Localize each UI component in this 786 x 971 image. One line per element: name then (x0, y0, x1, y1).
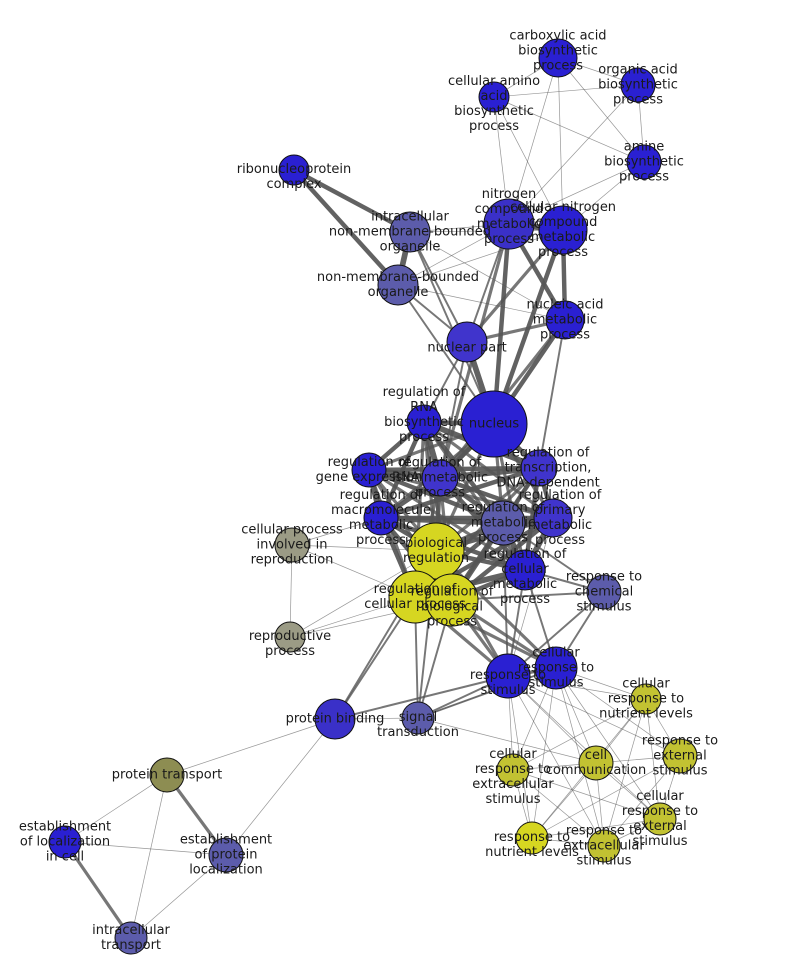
node-response-to-nutrient-levels[interactable]: response to nutrient levels (515, 821, 549, 855)
edge (555, 667, 681, 757)
node-organic-acid-biosynthetic-process[interactable]: organic acid biosynthetic process (620, 67, 656, 103)
edge (130, 854, 227, 939)
node-response-to-external-stimulus[interactable]: response to external stimulus (662, 738, 698, 774)
node-ribonucleoprotein-complex[interactable]: ribonucleoprotein complex (278, 154, 310, 186)
edge (502, 522, 509, 677)
edge (291, 167, 401, 288)
node-carboxylic-acid-biosynthetic-process[interactable]: carboxylic acid biosynthetic process (538, 38, 578, 78)
edge (493, 96, 564, 231)
edge (508, 84, 639, 225)
edge (557, 57, 645, 163)
edge (417, 667, 557, 719)
node-reproductive-process[interactable]: reproductive process (274, 621, 306, 653)
edge (409, 231, 468, 343)
node-establishment-of-protein-localization[interactable]: establishment of protein localization (208, 837, 244, 873)
node-protein-binding[interactable]: protein binding (314, 698, 356, 740)
node-regulation-of-biological-process[interactable]: regulation of biological process (425, 573, 479, 627)
node-regulation-of-cellular-metabolic-process[interactable]: regulation of cellular metabolic process (504, 549, 546, 591)
edge (538, 319, 566, 469)
edge (531, 667, 557, 839)
node-regulation-of-rna-metabolic-process[interactable]: regulation of RNA metabolic process (421, 459, 459, 497)
node-cellular-response-to-extracellular-stimulus[interactable]: cellular response to extracellular stimu… (496, 753, 530, 787)
edge (507, 675, 605, 847)
node-nitrogen-compound-metabolic-process[interactable]: nitrogen compound metabolic process (483, 198, 535, 250)
edge (334, 675, 509, 720)
edge (378, 465, 542, 521)
edge (465, 228, 565, 344)
node-nucleus[interactable]: nucleus (460, 390, 528, 458)
node-cellular-response-to-external-stimulus[interactable]: cellular response to external stimulus (643, 802, 677, 836)
node-cell-communication[interactable]: cell communication (578, 745, 614, 781)
edge (291, 167, 413, 235)
node-regulation-of-transcription-dna-dependent[interactable]: regulation of transcription, DNA-depende… (520, 449, 558, 487)
edge (64, 841, 227, 856)
node-cellular-response-to-nutrient-levels[interactable]: cellular response to nutrient levels (630, 683, 662, 715)
edge (645, 698, 661, 820)
edge (409, 231, 566, 321)
edge (507, 675, 647, 700)
edge (493, 84, 639, 98)
edge (508, 57, 559, 225)
node-regulation-of-rna-biosynthetic-process[interactable]: regulation of RNA biosynthetic process (406, 404, 442, 440)
edge (557, 57, 564, 231)
edge (507, 517, 554, 677)
edge (225, 718, 336, 856)
edge (493, 96, 645, 163)
node-regulation-of-macromolecule-metabolic-process[interactable]: regulation of macromolecule metabolic pr… (363, 500, 399, 536)
edge (63, 840, 133, 940)
edge (64, 774, 168, 843)
node-cellular-process-involved-in-reproduction[interactable]: cellular process involved in reproductio… (274, 527, 310, 563)
node-regulation-of-gene-expression[interactable]: regulation of gene expression (351, 452, 387, 488)
node-amine-biosynthetic-process[interactable]: amine biosynthetic process (626, 144, 662, 180)
node-response-to-stimulus[interactable]: response to stimulus (485, 653, 531, 699)
node-regulation-of-metabolic-process[interactable]: regulation of metabolic process (480, 500, 526, 546)
node-response-to-chemical-stimulus[interactable]: response to chemical stimulus (586, 574, 622, 610)
edge (439, 341, 468, 479)
node-intracellular-non-membrane-bounded-organelle[interactable]: intracellular non-membrane-bounded organ… (389, 211, 431, 253)
edge (397, 284, 566, 321)
node-regulation-of-primary-metabolic-process[interactable]: regulation of primary metabolic process (533, 498, 573, 538)
node-non-membrane-bounded-organelle[interactable]: non-membrane-bounded organelle (377, 264, 419, 306)
edge (555, 667, 661, 820)
node-signal-transduction[interactable]: signal transduction (401, 701, 435, 735)
node-cellular-response-to-stimulus[interactable]: cellular response to stimulus (534, 646, 578, 690)
edge (603, 698, 647, 847)
node-cellular-amino-acid-biosynthetic-process[interactable]: cellular amino acid biosynthetic process (478, 81, 510, 113)
edge (409, 231, 495, 425)
node-intracellular-transport[interactable]: intracellular transport (114, 921, 148, 955)
node-protein-transport[interactable]: protein transport (149, 757, 185, 793)
node-nuclear-part[interactable]: nuclear part (446, 321, 488, 363)
edge (512, 769, 661, 820)
edge (507, 675, 661, 820)
edge (512, 769, 605, 847)
node-nucleic-acid-metabolic-process[interactable]: nucleic acid metabolic process (545, 300, 585, 340)
node-layer: carboxylic acid biosynthetic process orga… (48, 38, 698, 955)
edge (417, 717, 597, 764)
node-establishment-of-localization-in-cell[interactable]: establishment of localization in cell (48, 825, 82, 859)
node-cellular-nitrogen-compound-metabolic-process[interactable]: cellular nitrogen compound metabolic pro… (538, 205, 588, 255)
edge-layer (63, 57, 681, 940)
edge (397, 229, 564, 286)
edge (531, 818, 661, 839)
node-response-to-extracellular-stimulus[interactable]: response to extracellular stimulus (587, 829, 621, 863)
edge (130, 774, 168, 939)
edge (603, 755, 681, 847)
edge (531, 755, 681, 839)
edge (512, 698, 647, 771)
edge (166, 718, 336, 776)
